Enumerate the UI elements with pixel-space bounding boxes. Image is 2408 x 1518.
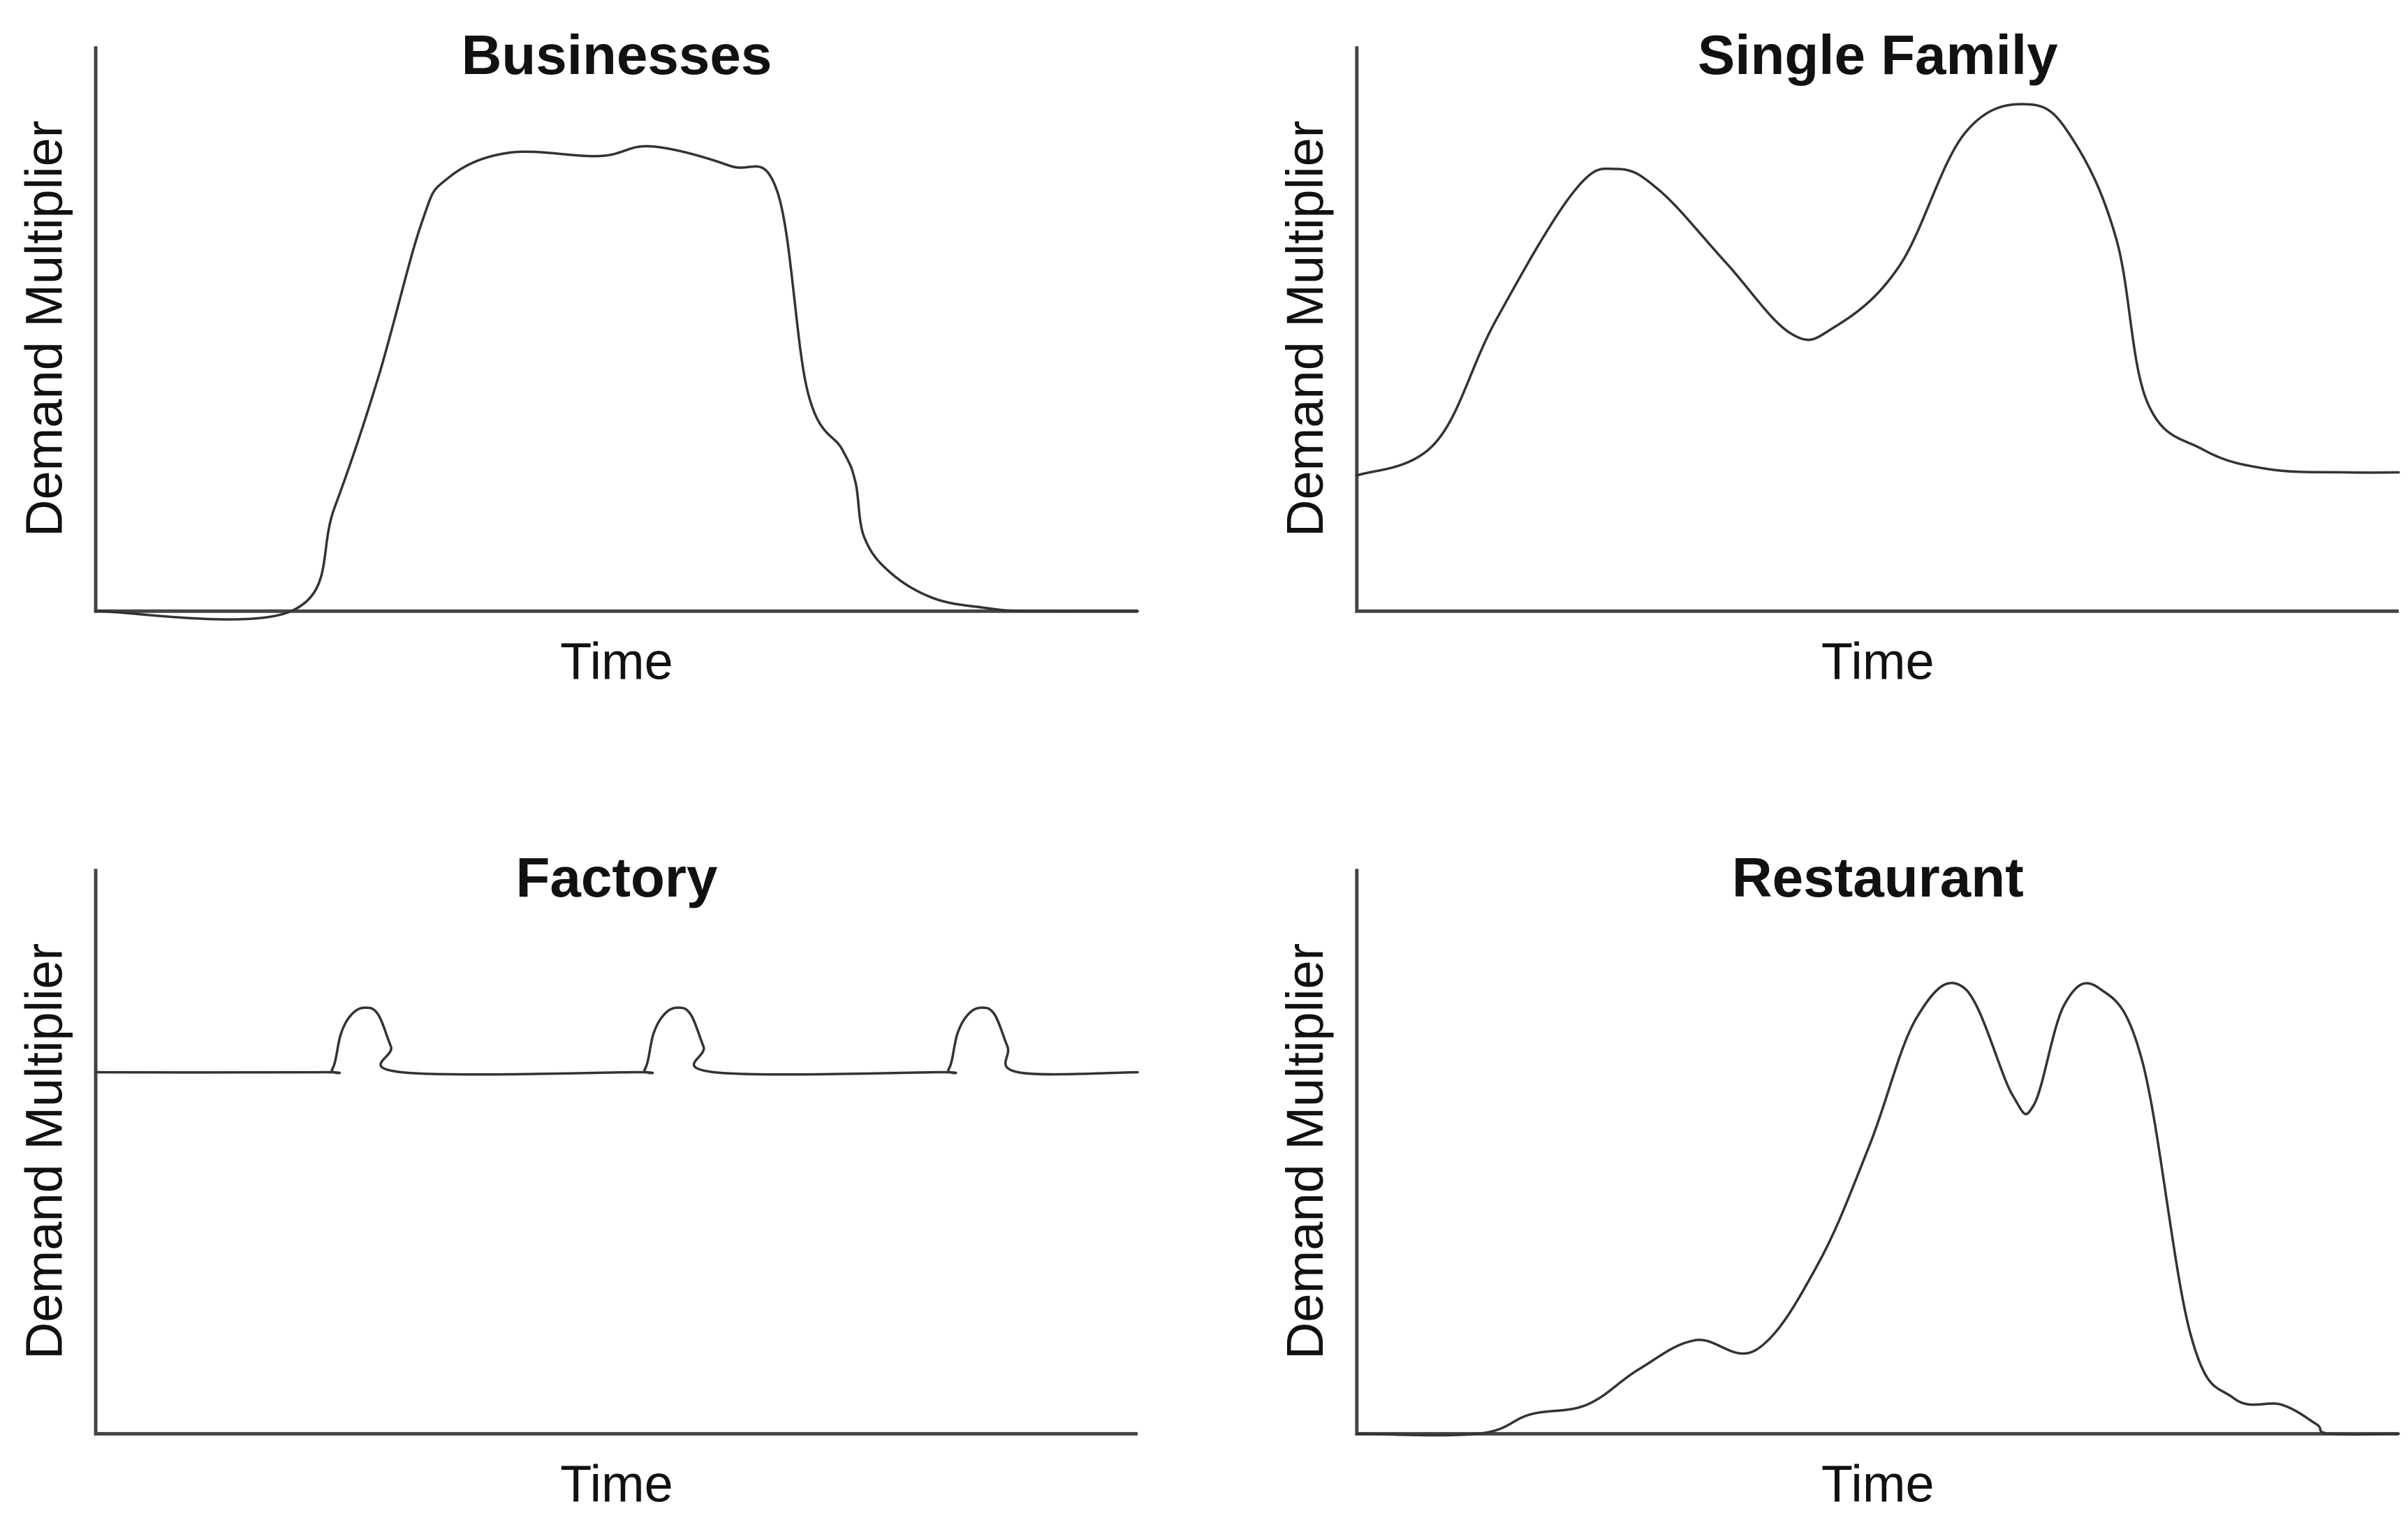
chart-title-businesses: Businesses <box>462 24 772 86</box>
axes-factory <box>94 869 1138 1436</box>
series-line-factory <box>94 1006 1139 1076</box>
panel-businesses: Businesses Time Demand Multiplier <box>15 24 1139 691</box>
chart-title-single-family: Single Family <box>1698 24 2058 86</box>
y-axis-label-single-family: Demand Multiplier <box>1276 121 1334 537</box>
x-axis-label-restaurant: Time <box>1821 1455 1935 1513</box>
axes-single-family <box>1355 46 2399 613</box>
series-line-restaurant <box>1356 981 2400 1437</box>
axes-restaurant <box>1355 869 2399 1436</box>
chart-title-factory: Factory <box>516 846 718 908</box>
chart-title-restaurant: Restaurant <box>1732 846 2024 908</box>
y-axis-label-factory: Demand Multiplier <box>15 943 73 1359</box>
panel-single-family: Single Family Time Demand Multiplier <box>1276 24 2400 691</box>
series-line-businesses <box>94 145 1139 621</box>
axes-businesses <box>94 46 1138 613</box>
x-axis-label-businesses: Time <box>560 633 673 691</box>
y-axis-label-businesses: Demand Multiplier <box>15 121 73 537</box>
x-axis-label-factory: Time <box>560 1455 673 1513</box>
x-axis-label-single-family: Time <box>1821 633 1935 691</box>
series-line-single-family <box>1356 103 2400 477</box>
y-axis-label-restaurant: Demand Multiplier <box>1276 943 1334 1359</box>
panel-restaurant: Restaurant Time Demand Multiplier <box>1276 846 2400 1513</box>
panel-factory: Factory Time Demand Multiplier <box>15 846 1139 1513</box>
